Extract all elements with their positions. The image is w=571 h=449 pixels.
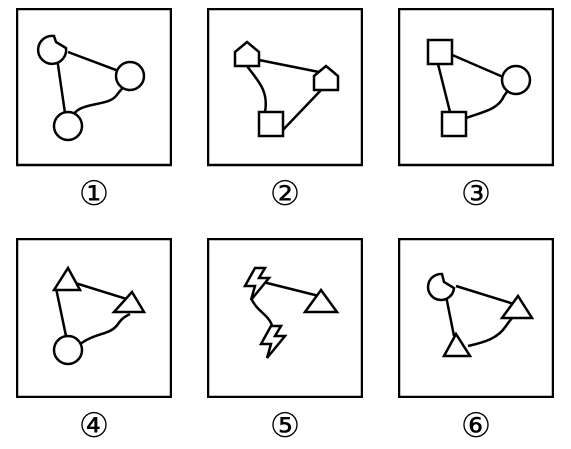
triangle-shape [111,289,147,314]
connector-line [436,63,452,113]
circle-shape [114,60,146,92]
panel-5-frame [207,238,363,398]
panel-1-graph [36,34,146,142]
panel-2-label: ② [269,174,301,214]
panel-4-frame [16,238,172,398]
panel-6-frame [398,238,554,398]
lightning-shape [242,266,272,301]
panel-6-graph [426,272,535,358]
panel-3-frame [398,8,554,167]
panel-3-graph [426,38,532,138]
connector-curve [77,312,131,347]
circle-shape [52,110,84,142]
panel-4-graph [51,265,147,366]
triangle-shape [441,331,473,358]
square-shape [426,38,454,66]
panel-2-graph [233,40,340,138]
square-shape [257,110,285,138]
panel-1-label: ① [78,174,110,214]
square-shape [440,110,468,138]
triangle-shape [51,265,83,292]
panel-1-frame [16,8,172,167]
panel-3-label: ③ [460,174,492,214]
connector-line [455,284,515,306]
lightning-shape [258,324,288,359]
panel-5-label: ⑤ [269,406,301,446]
connector-line [54,287,68,337]
circle-shape [52,334,84,366]
panel-4-label: ④ [78,406,110,446]
triangle-shape [302,287,340,314]
pacman-shape [426,272,456,302]
connector-line [280,87,324,133]
connector-line [449,52,511,82]
connector-line [444,295,456,337]
pacman-shape [36,34,68,66]
connector-line [55,57,68,121]
panel-6-label: ⑥ [460,406,492,446]
panel-5-graph [242,266,340,359]
panel-2-frame [207,8,363,167]
pentagon-house-shape [233,40,261,68]
connector-line [258,58,320,74]
triangle-shape [499,293,535,320]
pentagon-house-shape [312,64,340,92]
connector-curve [245,65,268,113]
connector-line [262,280,320,298]
circle-shape [500,64,532,96]
